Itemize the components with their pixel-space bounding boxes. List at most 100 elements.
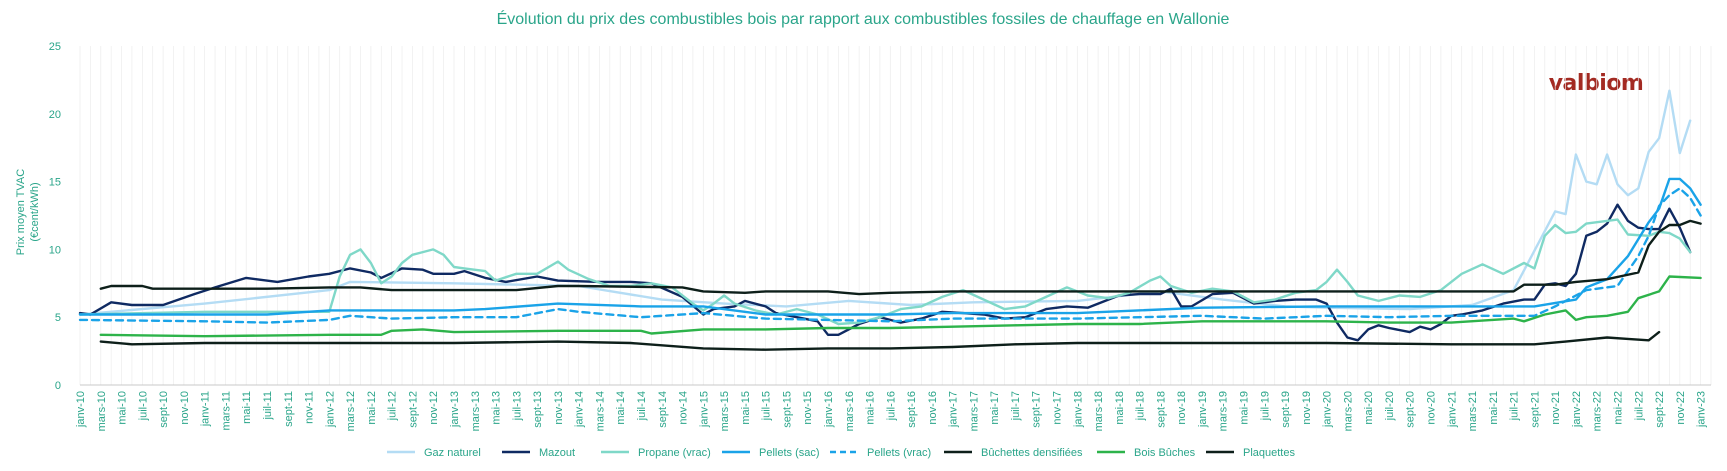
y-tick-label: 0 xyxy=(55,380,61,392)
x-tick-label: janv-21 xyxy=(1446,391,1458,428)
legend-label: Mazout xyxy=(539,447,575,459)
x-tick-label: janv-13 xyxy=(449,391,461,428)
x-tick-label: janv-11 xyxy=(200,391,212,427)
x-tick-label: janv-12 xyxy=(324,391,336,428)
x-tick-label: nov-11 xyxy=(304,391,316,424)
x-tick-label: nov-12 xyxy=(428,391,440,425)
x-tick-label: mars-10 xyxy=(96,391,108,431)
legend-label: Pellets (vrac) xyxy=(867,447,931,459)
x-tick-label: sept-20 xyxy=(1405,391,1417,428)
x-tick-label: mars-11 xyxy=(220,391,232,431)
x-tick-label: mars-15 xyxy=(719,391,731,431)
x-tick-label: nov-14 xyxy=(678,391,690,425)
series-line-gaz-naturel xyxy=(78,89,1692,316)
y-axis-title-line2: (€cent/kWh) xyxy=(29,182,41,241)
x-tick-label: mars-12 xyxy=(345,391,357,431)
x-tick-label: mai-10 xyxy=(117,391,129,425)
x-tick-label: janv-10 xyxy=(75,391,87,428)
y-axis-title-line1: Prix moyen TVAC xyxy=(15,169,27,255)
x-tick-label: nov-10 xyxy=(179,391,191,425)
x-tick-label: janv-18 xyxy=(1072,391,1084,428)
x-tick-label: sept-18 xyxy=(1155,391,1167,428)
y-tick-label: 10 xyxy=(49,244,61,256)
x-tick-label: janv-19 xyxy=(1197,391,1209,428)
x-tick-label: janv-20 xyxy=(1322,391,1334,428)
x-tick-label: janv-23 xyxy=(1696,391,1708,428)
x-tick-label: mars-19 xyxy=(1218,391,1230,431)
y-tick-label: 15 xyxy=(49,177,61,189)
x-tick-label: mars-18 xyxy=(1093,391,1105,431)
x-tick-label: nov-20 xyxy=(1426,391,1438,425)
x-tick-label: juil-20 xyxy=(1384,391,1396,421)
y-tick-label: 5 xyxy=(55,312,61,324)
series-line-propane-vrac- xyxy=(78,218,1692,326)
x-tick-label: mai-14 xyxy=(615,391,627,425)
x-tick-label: mars-16 xyxy=(844,391,856,431)
x-tick-label: juil-14 xyxy=(636,391,648,421)
series-line-mazout xyxy=(78,203,1692,342)
x-tick-label: mars-17 xyxy=(968,391,980,431)
x-tick-label: nov-15 xyxy=(802,391,814,425)
x-tick-label: juil-10 xyxy=(137,391,149,421)
x-tick-label: nov-19 xyxy=(1301,391,1313,425)
legend-label: Bois Bûches xyxy=(1134,447,1196,459)
x-tick-label: nov-22 xyxy=(1675,391,1687,425)
x-tick-label: nov-13 xyxy=(553,391,565,425)
x-tick-label: juil-11 xyxy=(262,391,274,421)
valbiom-logo: valbiom xyxy=(1549,71,1644,96)
x-tick-label: juil-15 xyxy=(761,391,773,421)
legend-label: Plaquettes xyxy=(1243,447,1295,459)
legend: Gaz naturel Mazout Propane (vrac) Pellets (… xyxy=(387,447,1295,459)
x-tick-label: mai-11 xyxy=(241,391,253,424)
x-tick-label: janv-17 xyxy=(948,391,960,428)
x-tick-label: mai-15 xyxy=(740,391,752,425)
series-line-b-chettes-densifi-es xyxy=(99,219,1702,296)
x-tick-label: mai-20 xyxy=(1363,391,1375,425)
series-line-plaquettes xyxy=(99,330,1661,351)
y-axis-title: Prix moyen TVAC (€cent/kWh) xyxy=(15,169,41,255)
x-tick-label: juil-18 xyxy=(1135,391,1147,421)
x-tick-label: mai-18 xyxy=(1114,391,1126,425)
x-tick-label: juil-16 xyxy=(885,391,897,421)
x-tick-label: mai-17 xyxy=(989,391,1001,425)
x-tick-label: juil-12 xyxy=(387,391,399,421)
x-tick-label: mars-22 xyxy=(1592,391,1604,431)
x-tick-label: sept-17 xyxy=(1031,391,1043,428)
legend-label: Gaz naturel xyxy=(424,447,481,459)
x-tick-label: nov-16 xyxy=(927,391,939,425)
x-tick-label: mars-21 xyxy=(1467,391,1479,431)
x-tick-label: sept-15 xyxy=(781,391,793,428)
series-lines xyxy=(78,89,1702,351)
x-tick-label: nov-17 xyxy=(1052,391,1064,425)
grid xyxy=(79,46,1712,386)
x-tick-label: juil-17 xyxy=(1010,391,1022,421)
x-tick-label: juil-21 xyxy=(1509,391,1521,421)
x-tick-label: sept-11 xyxy=(283,391,295,427)
x-tick-label: juil-19 xyxy=(1259,391,1271,421)
x-tick-label: mars-13 xyxy=(470,391,482,431)
x-tick-label: mai-22 xyxy=(1613,391,1625,425)
x-tick-label: mai-13 xyxy=(491,391,503,425)
x-tick-label: janv-14 xyxy=(574,391,586,428)
y-tick-label: 20 xyxy=(49,109,61,121)
series-line-bois-b-ches xyxy=(99,275,1702,338)
series-line-pellets-vrac- xyxy=(78,187,1702,324)
x-tick-label: sept-16 xyxy=(906,391,918,428)
x-tick-label: sept-12 xyxy=(407,391,419,428)
x-tick-label: nov-21 xyxy=(1550,391,1562,425)
x-tick-label: sept-19 xyxy=(1280,391,1292,428)
x-tick-label: mai-19 xyxy=(1239,391,1251,425)
x-tick-label: nov-18 xyxy=(1176,391,1188,425)
x-tick-label: mai-12 xyxy=(366,391,378,425)
x-tick-label: janv-22 xyxy=(1571,391,1583,428)
x-tick-label: janv-16 xyxy=(823,391,835,428)
x-tick-label: sept-21 xyxy=(1529,391,1541,428)
x-tick-label: janv-15 xyxy=(698,391,710,428)
x-tick-label: juil-22 xyxy=(1633,391,1645,421)
x-tick-label: mai-16 xyxy=(865,391,877,425)
x-tick-label: mars-20 xyxy=(1342,391,1354,431)
x-tick-label: mars-14 xyxy=(594,391,606,431)
x-tick-label: juil-13 xyxy=(511,391,523,421)
y-tick-label: 25 xyxy=(49,41,61,53)
